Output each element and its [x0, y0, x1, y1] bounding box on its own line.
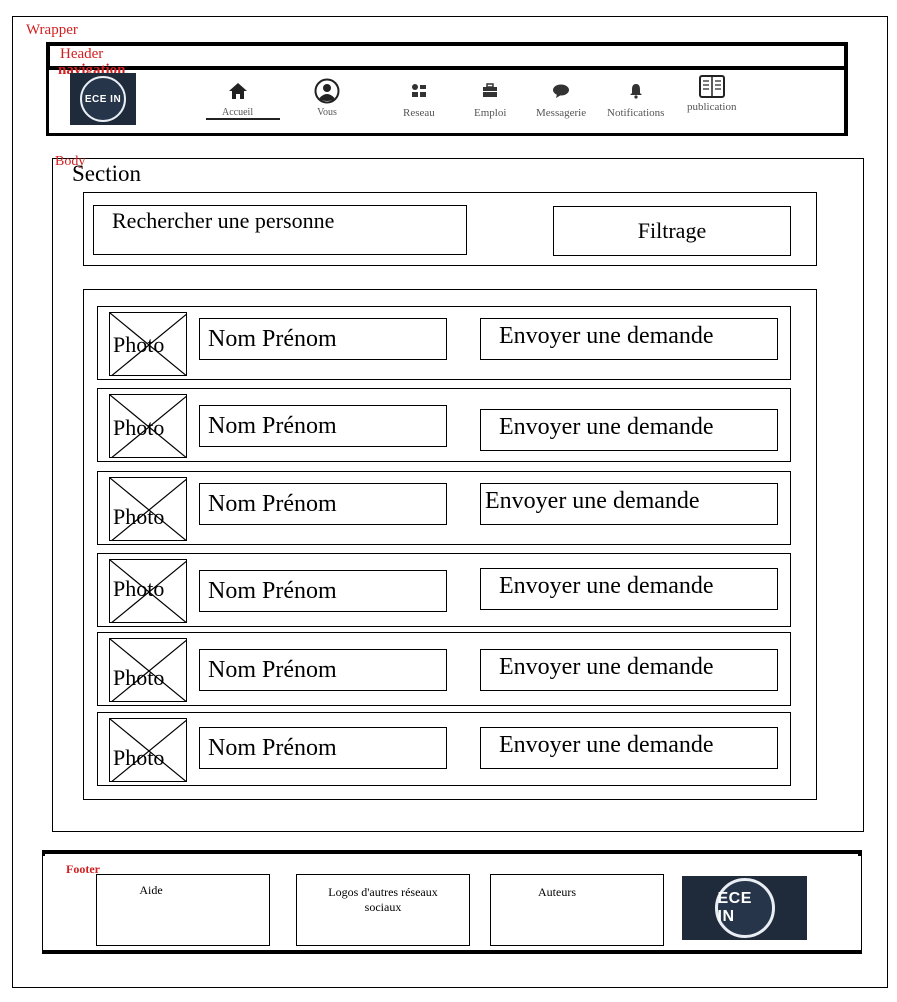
nav-item-publication[interactable]: publication — [687, 75, 737, 113]
placeholder-cross-icon — [110, 395, 186, 457]
footer-authors-label: Auteurs — [538, 885, 576, 899]
footer-top-border — [42, 850, 862, 856]
send-request-button[interactable]: Envoyer une demande — [480, 727, 778, 769]
photo-placeholder: Photo — [109, 638, 187, 702]
nav-item-reseau[interactable]: Reseau — [403, 78, 435, 119]
nav-item-messagerie[interactable]: Messagerie — [536, 78, 586, 119]
footer-social-links[interactable]: Logos d'autres réseaux sociaux — [296, 874, 470, 946]
body-frame — [52, 158, 864, 832]
photo-label: Photo — [113, 332, 165, 357]
send-request-button[interactable]: Envoyer une demande — [480, 568, 778, 610]
send-request-button[interactable]: Envoyer une demande — [480, 409, 778, 451]
chat-icon — [552, 78, 570, 104]
placeholder-cross-icon — [110, 719, 186, 781]
user-icon — [314, 78, 340, 104]
section-label: Section — [72, 161, 141, 186]
name-field: Nom Prénom — [199, 405, 447, 447]
name-field: Nom Prénom — [199, 727, 447, 769]
photo-label: Photo — [113, 665, 165, 690]
logo-emblem: ECE IN — [80, 76, 126, 122]
logo-emblem: ECE IN — [714, 878, 775, 938]
list-item: Photo Nom Prénom Envoyer une demande — [97, 553, 791, 627]
name-field: Nom Prénom — [199, 570, 447, 612]
footer-help-link[interactable]: Aide — [96, 874, 270, 946]
footer-label: Footer — [66, 862, 100, 876]
ece-in-logo-footer: ECE IN — [682, 876, 807, 940]
search-area — [83, 192, 817, 266]
nav-label: Emploi — [474, 107, 507, 119]
header-frame — [46, 42, 848, 136]
list-item: Photo Nom Prénom Envoyer une demande — [97, 632, 791, 706]
body-label: Body — [55, 154, 86, 169]
nav-label: Notifications — [607, 107, 665, 119]
photo-label: Photo — [113, 415, 165, 440]
footer-bottom-border — [42, 950, 862, 953]
nav-label: Vous — [317, 107, 337, 118]
nav-item-accueil[interactable]: Accueil — [222, 78, 253, 118]
wrapper-label: Wrapper — [26, 22, 78, 38]
name-field: Nom Prénom — [199, 649, 447, 691]
send-request-button[interactable]: Envoyer une demande — [480, 483, 778, 525]
nav-item-emploi[interactable]: Emploi — [474, 78, 506, 119]
name-field: Nom Prénom — [199, 483, 447, 525]
list-item: Photo Nom Prénom Envoyer une demande — [97, 306, 791, 380]
header-bar — [46, 42, 848, 70]
book-icon — [697, 74, 727, 100]
logo-text: ECE IN — [717, 890, 752, 925]
nav-label: Messagerie — [536, 107, 587, 119]
photo-label: Photo — [113, 504, 165, 529]
network-icon — [411, 78, 427, 104]
home-icon — [228, 78, 248, 104]
photo-placeholder: Photo — [109, 559, 187, 623]
results-list — [83, 289, 817, 800]
nav-item-notifications[interactable]: Notifications — [607, 78, 664, 119]
header-label: Header — [60, 46, 104, 62]
placeholder-cross-icon — [110, 478, 186, 540]
ece-in-logo[interactable]: ECE IN — [70, 73, 136, 125]
logo-text: ECE IN — [84, 93, 122, 105]
photo-placeholder: Photo — [109, 477, 187, 541]
wrapper-frame — [12, 16, 888, 988]
bell-icon — [628, 78, 644, 104]
list-item: Photo Nom Prénom Envoyer une demande — [97, 471, 791, 545]
footer-social-label: Logos d'autres réseaux sociaux — [328, 885, 438, 914]
nav-label: Reseau — [403, 107, 435, 119]
list-item: Photo Nom Prénom Envoyer une demande — [97, 712, 791, 786]
search-input[interactable]: Rechercher une personne — [93, 205, 467, 255]
send-request-button[interactable]: Envoyer une demande — [480, 318, 778, 360]
placeholder-cross-icon — [110, 639, 186, 701]
send-request-button[interactable]: Envoyer une demande — [480, 649, 778, 691]
nav-label: Accueil — [222, 107, 254, 118]
photo-placeholder: Photo — [109, 718, 187, 782]
photo-label: Photo — [113, 745, 165, 770]
name-field: Nom Prénom — [199, 318, 447, 360]
footer-help-label: Aide — [139, 883, 163, 897]
list-item: Photo Nom Prénom Envoyer une demande — [97, 388, 791, 462]
nav-item-vous[interactable]: Vous — [314, 78, 340, 118]
photo-label: Photo — [113, 576, 165, 601]
photo-placeholder: Photo — [109, 312, 187, 376]
active-nav-indicator — [206, 118, 280, 120]
briefcase-icon — [482, 78, 498, 104]
placeholder-cross-icon — [110, 313, 186, 375]
filter-button[interactable]: Filtrage — [553, 206, 791, 256]
nav-label: publication — [687, 101, 737, 113]
photo-placeholder: Photo — [109, 394, 187, 458]
placeholder-cross-icon — [110, 560, 186, 622]
footer-authors-link[interactable]: Auteurs — [490, 874, 664, 946]
